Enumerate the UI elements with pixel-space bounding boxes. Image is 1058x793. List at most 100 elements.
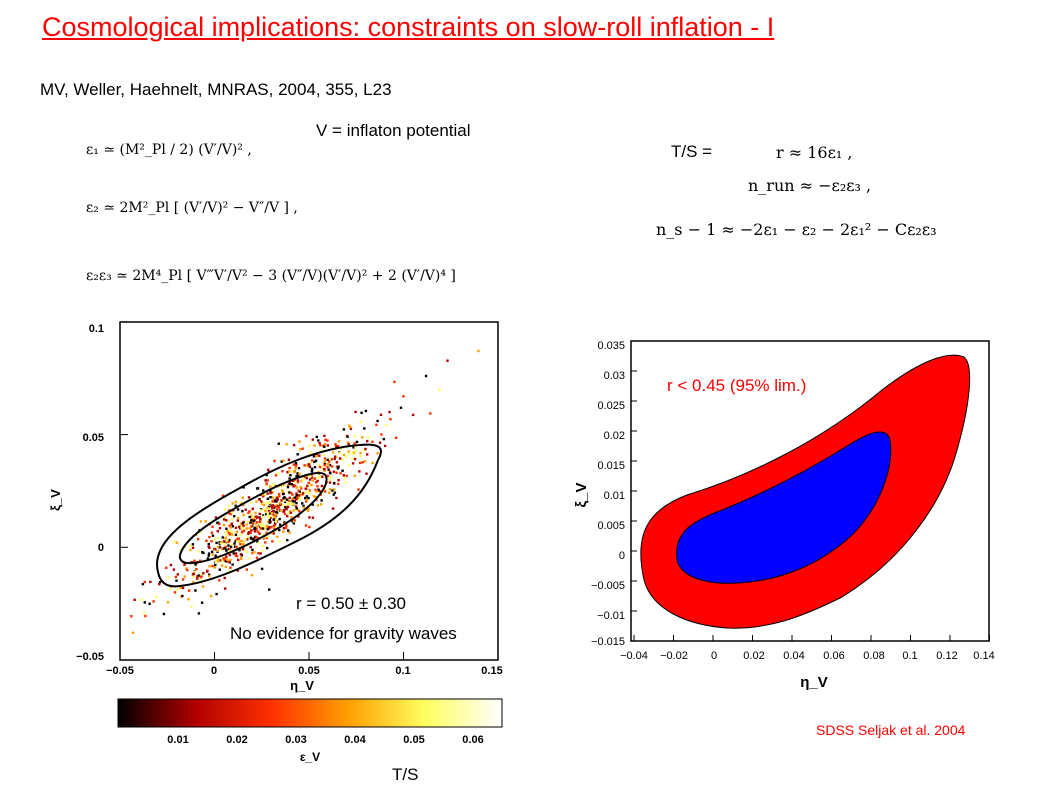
scatter-point [298,498,301,502]
scatter-point [290,516,293,519]
scatter-point [255,525,259,528]
scatter-point [261,527,265,530]
scatter-point [341,469,344,472]
scatter-point [266,528,270,531]
scatter-point [328,457,332,460]
scatter-point [233,542,236,545]
scatter-point [331,507,335,510]
scatter-point [193,559,196,562]
scatter-point [328,481,332,484]
scatter-point [281,470,284,473]
scatter-point [389,418,392,421]
scatter-point [278,502,281,505]
scatter-point [323,445,326,448]
scatter-point [315,490,318,493]
scatter-point [225,534,229,537]
scatter-point [281,490,284,494]
scatter-point [297,494,301,497]
scatter-point [189,548,192,552]
scatter-point [236,537,240,541]
scatter-point [261,533,264,537]
scatter-point [294,484,297,487]
scatter-point [333,457,336,461]
scatter-point [359,461,362,465]
scatter-point [277,442,280,445]
scatter-point [335,465,339,468]
scatter-point [213,566,216,569]
scatter-point [310,476,314,479]
scatter-point [227,504,231,508]
scatter-point [131,631,135,634]
scatter-point [335,461,339,464]
scatter-point [225,560,228,563]
scatter-point [172,568,176,571]
scatter-point [224,565,228,569]
scatter-point [292,485,295,488]
scatter-point [268,588,271,591]
scatter-point [249,501,253,504]
r-limit-label: r < 0.45 (95% lim.) [667,376,807,395]
scatter-point [395,436,398,439]
scatter-point [296,481,300,484]
scatter-point [218,541,221,544]
scatter-point [333,488,336,491]
scatter-point [273,459,276,463]
scatter-point [273,523,277,526]
contour-xtick: 0.14 [973,650,994,662]
scatter-point [363,427,366,430]
scatter-point [246,520,250,523]
scatter-point [271,500,274,503]
scatter-point [278,517,281,521]
scatter-point [167,576,170,579]
scatter-point [223,587,227,590]
scatter-point [287,458,291,461]
scatter-ytick-0.05: 0.05 [83,432,104,444]
scatter-point [298,472,301,475]
scatter-point [218,527,222,530]
scatter-point [228,553,232,557]
scatter-point [345,474,348,477]
scatter-point [248,510,251,513]
scatter-point [278,540,282,543]
scatter-point [292,443,296,447]
scatter-point [181,586,185,590]
scatter-point [269,496,272,499]
scatter-point [232,552,235,555]
scatter-point [218,568,221,571]
scatter-point [379,413,383,416]
scatter-point [309,483,312,487]
scatter-point [255,536,258,539]
scatter-point [312,455,316,458]
scatter-point [158,583,161,586]
scatter-point [273,505,276,508]
scatter-point [266,497,269,500]
scatter-point [227,544,230,547]
scatter-point [274,518,278,521]
scatter-point [189,544,192,548]
potential-definition: V = inflaton potential [316,121,471,140]
scatter-point [308,489,311,492]
scatter-point [218,579,221,582]
scatter-point [266,514,269,517]
scatter-point [181,578,185,581]
scatter-point [291,493,294,496]
scatter-point [302,477,305,481]
contour-ytick: −0.005 [591,580,625,592]
scatter-point [216,558,219,561]
scatter-point [227,560,230,563]
scatter-point [266,468,270,472]
scatter-point [235,538,238,541]
scatter-point [223,515,226,519]
scatter-point [318,465,322,469]
scatter-point [276,508,279,511]
scatter-point [234,504,237,507]
scatter-point [333,491,337,494]
scatter-xtick-0: 0 [211,665,217,677]
scatter-point [311,459,314,462]
scatter-point [225,519,228,522]
scatter-point [278,495,281,498]
scatter-point [219,559,222,562]
scatter-point [290,491,293,495]
scatter-point [169,563,173,567]
scatter-point [166,601,170,604]
